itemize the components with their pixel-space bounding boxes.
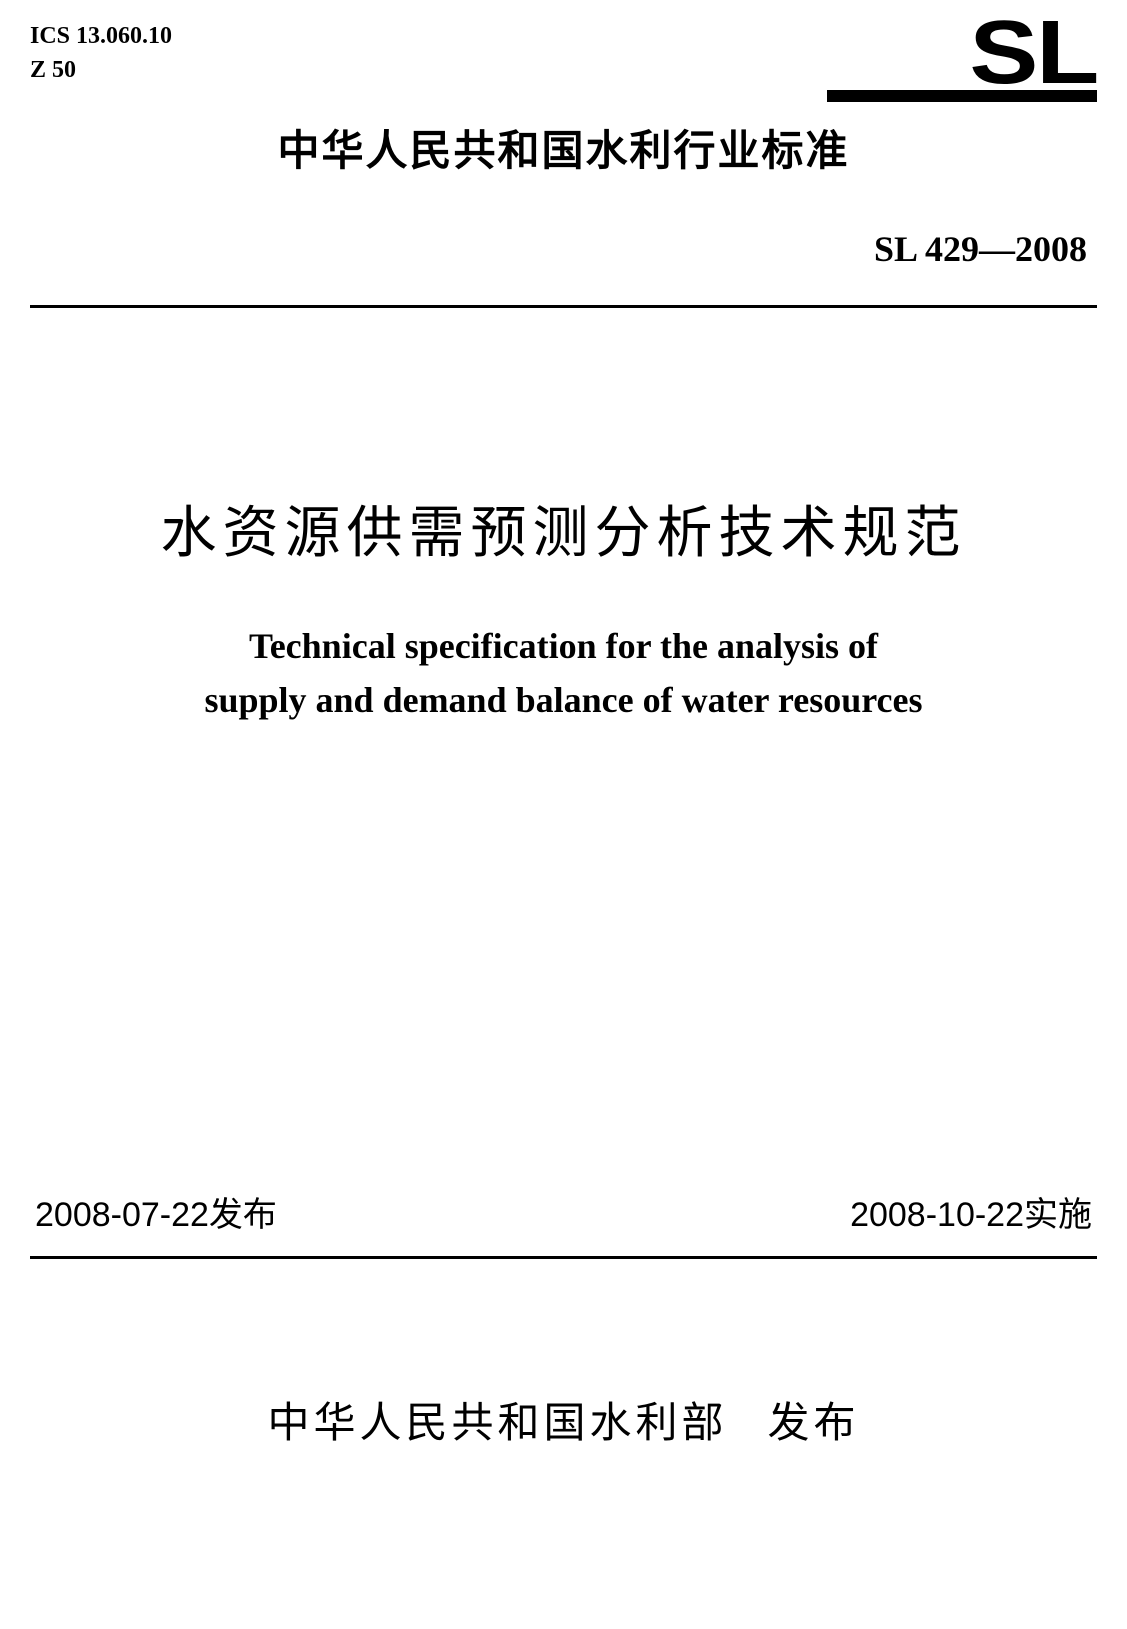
header-top: ICS 13.060.10 Z 50 SL bbox=[30, 20, 1097, 102]
publisher-action: 发布 bbox=[768, 1401, 860, 1447]
standard-number: SL 429—2008 bbox=[30, 228, 1097, 270]
dates-row: 2008-07-22发布 2008-10-22实施 bbox=[30, 1187, 1097, 1256]
title-english-line1: Technical specification for the analysis… bbox=[30, 619, 1097, 673]
title-english: Technical specification for the analysis… bbox=[30, 619, 1097, 727]
standard-category: 中华人民共和国水利行业标准 bbox=[30, 117, 1097, 178]
ics-classification: ICS 13.060.10 Z 50 bbox=[30, 20, 172, 87]
title-english-line2: supply and demand balance of water resou… bbox=[30, 673, 1097, 727]
divider-bottom bbox=[30, 1256, 1097, 1259]
divider-top bbox=[30, 305, 1097, 308]
ics-code: ICS 13.060.10 bbox=[30, 20, 172, 54]
effective-date: 2008-10-22实施 bbox=[850, 1187, 1092, 1236]
title-chinese: 水资源供需预测分析技术规范 bbox=[30, 488, 1097, 569]
sl-logo: SL bbox=[787, 15, 1098, 92]
published-date: 2008-07-22发布 bbox=[35, 1187, 277, 1236]
publisher: 中华人民共和国水利部发布 bbox=[30, 1389, 1097, 1450]
publisher-org: 中华人民共和国水利部 bbox=[267, 1401, 727, 1447]
logo-container: SL bbox=[827, 20, 1097, 102]
z-code: Z 50 bbox=[30, 54, 172, 88]
